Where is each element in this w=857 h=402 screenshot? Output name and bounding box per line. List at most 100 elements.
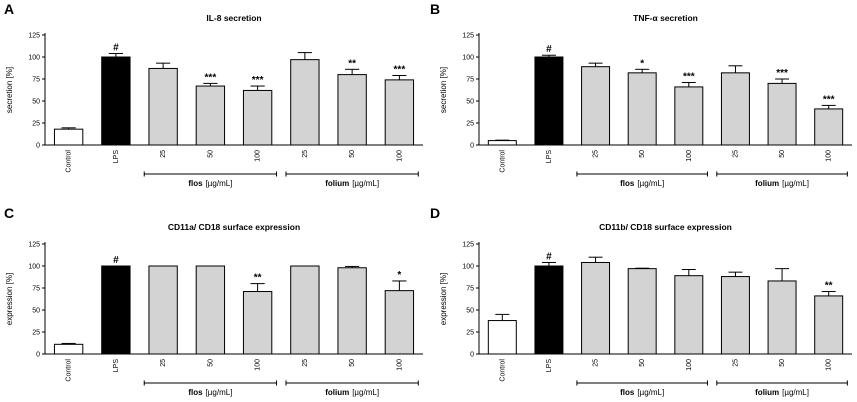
y-tick-label: 0 [36,352,40,359]
bar-7 [814,108,844,146]
y-tick-label: 75 [466,77,474,84]
bar-4 [242,89,273,146]
group-unit: [µg/mL] [352,179,379,188]
significance-label-6: *** [776,68,788,79]
y-tick-label: 50 [32,99,40,106]
bar-6 [767,82,797,146]
bar-3 [195,265,226,355]
panel-b: B TNF-α secretion 0 25 50 75 100 125 secretion [… [430,1,852,188]
significance-label-1: # [113,42,119,53]
category-label-1: LPS [113,359,120,373]
y-tick-label: 125 [462,242,474,249]
category-label-3: 50 [207,150,214,158]
panel-c: C CD11a/ CD18 surface expression 0 25 50 75 10… [4,205,423,397]
bar-5 [720,72,750,146]
group-label-1: folium [µg/mL] [325,179,379,188]
y-tick-label: 100 [462,55,474,62]
y-tick-label: 0 [470,143,474,150]
bar-4 [674,275,704,355]
bar-2 [581,261,611,355]
group-name: folium [755,179,779,188]
significance-label-1: # [113,255,119,266]
panel-letter: B [430,1,440,17]
bar-7 [814,295,844,355]
y-tick-label: 125 [28,242,40,249]
category-label-1: LPS [546,359,553,373]
category-label-0: Control [499,150,506,173]
group-name: folium [755,388,779,397]
category-label-5: 25 [302,359,309,367]
bar-6 [337,267,367,355]
y-tick-label: 125 [28,33,40,40]
bar-7 [384,79,415,146]
y-tick-label: 100 [28,55,40,62]
panel-letter: D [430,205,440,221]
significance-label-4: *** [252,75,264,86]
category-label-5: 25 [302,150,309,158]
y-tick-label: 25 [32,121,40,128]
group-unit: [µg/mL] [206,179,233,188]
y-tick-label: 75 [32,286,40,293]
bar-1 [101,265,131,355]
group-unit: [µg/mL] [352,388,379,397]
bar-1 [534,56,564,146]
category-label-4: 100 [255,150,262,162]
significance-label-4: ** [254,273,262,284]
category-label-0: Control [66,150,73,173]
significance-label-3: *** [205,72,217,83]
category-label-1: LPS [546,150,553,164]
group-unit: [µg/mL] [637,179,664,188]
y-tick-label: 50 [32,308,40,315]
category-label-3: 50 [639,359,646,367]
category-label-4: 100 [255,359,262,371]
category-label-4: 100 [686,359,693,371]
significance-label-1: # [546,251,552,262]
group-name: flos [620,179,635,188]
bar-5 [290,59,320,146]
bar-6 [767,280,797,355]
category-label-3: 50 [207,359,214,367]
bar-0 [487,320,517,355]
y-tick-label: 125 [462,33,474,40]
group-label-0: flos [µg/mL] [188,388,232,397]
bar-0 [487,140,517,146]
y-axis-title: secretion [%] [5,67,14,113]
y-axis-title: expression [%] [5,273,14,325]
significance-label-1: # [546,44,552,55]
chart-title: CD11a/ CD18 surface expression [168,222,300,232]
bar-2 [581,66,611,146]
chart-title: IL-8 secretion [206,13,261,23]
y-tick-label: 0 [36,143,40,150]
y-tick-label: 75 [32,77,40,84]
group-name: flos [188,179,203,188]
group-name: folium [325,388,349,397]
significance-label-7: * [397,270,401,281]
y-tick-label: 25 [466,121,474,128]
panel-a: A IL-8 secretion 0 25 50 75 100 125 secretion [%… [4,1,423,188]
bar-7 [384,290,415,355]
panel-letter: C [4,205,14,221]
y-tick-label: 100 [462,264,474,271]
group-label-1: folium [µg/mL] [755,388,809,397]
group-name: flos [188,388,203,397]
bar-4 [674,86,704,146]
y-tick-label: 25 [466,330,474,337]
bar-4 [242,291,273,355]
bar-0 [53,128,84,146]
category-label-1: LPS [113,150,120,164]
y-tick-label: 25 [32,330,40,337]
y-tick-label: 0 [470,352,474,359]
category-label-7: 100 [826,150,833,162]
category-label-0: Control [499,359,506,382]
group-label-0: flos [µg/mL] [620,388,664,397]
category-label-6: 50 [779,359,786,367]
category-label-6: 50 [349,359,356,367]
group-unit: [µg/mL] [206,388,233,397]
bar-1 [101,56,131,146]
category-label-2: 25 [160,150,167,158]
y-axis-title: expression [%] [439,273,448,325]
category-label-6: 50 [779,150,786,158]
category-label-2: 25 [593,150,600,158]
bar-5 [290,265,320,355]
category-label-6: 50 [349,150,356,158]
